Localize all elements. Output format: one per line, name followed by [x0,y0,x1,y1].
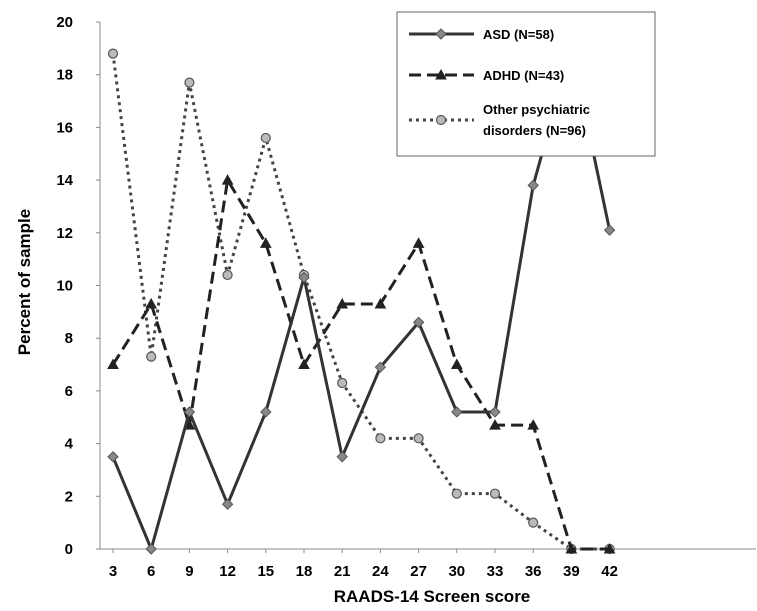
triangle-marker [374,297,387,309]
diamond-marker [374,361,387,373]
x-tick-label: 24 [372,563,389,580]
diamond-marker [435,28,447,40]
diamond-marker [527,179,539,192]
circle-marker [184,77,195,88]
triangle-marker [145,297,158,309]
y-tick-label: 0 [65,541,73,558]
x-tick-labels: 3 6 9 12 15 18 21 24 27 30 33 36 39 42 [109,549,618,580]
series-line [111,46,612,551]
legend-label: ADHD (N=43) [483,68,564,83]
x-tick-label: 42 [601,563,618,580]
diamond-marker [489,406,501,418]
circle-marker [528,517,539,528]
series-layer [107,42,616,555]
legend-item: Other psychiatric disorders (N=96) [409,102,590,138]
x-tick-label: 36 [525,563,542,580]
diamond-marker [183,406,196,418]
circle-marker [451,488,462,499]
x-tick-label: 15 [257,563,274,580]
triangle-marker [221,174,234,185]
x-tick-label: 30 [448,563,465,580]
circle-marker [489,488,501,499]
series-triangle [107,174,616,554]
circle-marker [146,351,157,362]
x-tick-label: 33 [487,563,504,580]
triangle-marker [298,358,310,370]
diamond-marker [260,406,272,418]
triangle-marker [336,297,349,309]
circle-marker [107,48,119,59]
y-tick-label: 4 [65,436,74,453]
x-tick-label: 12 [219,563,236,580]
triangle-marker [565,542,578,554]
diamond-marker [221,498,234,510]
legend-label: disorders (N=96) [483,123,586,138]
diamond-marker [107,451,119,463]
triangle-marker [107,358,119,370]
triangle-marker [259,237,272,248]
legend-item: ADHD (N=43) [409,68,564,83]
y-tick-label: 20 [56,14,73,31]
x-tick-label: 3 [109,563,117,580]
circle-marker [222,269,233,281]
x-tick-label: 18 [296,563,313,580]
triangle-marker [412,237,425,248]
x-tick-label: 9 [185,563,193,580]
series-line [111,178,610,551]
y-tick-label: 18 [56,67,73,84]
triangle-marker [527,419,540,430]
y-tick-label: 2 [65,488,73,505]
y-tick-label: 10 [56,278,73,295]
circle-marker [337,377,348,389]
y-tick-label: 14 [56,172,73,189]
diamond-marker [412,316,425,329]
diamond-marker [451,406,463,418]
y-axis-title: Percent of sample [15,209,34,355]
circle-marker [435,114,447,126]
x-tick-label: 21 [334,563,351,580]
circle-marker [260,132,271,144]
y-tick-label: 12 [56,225,73,242]
series-line [111,53,610,551]
x-tick-label: 6 [147,563,155,580]
x-axis-title: RAADS-14 Screen score [334,587,531,606]
legend: ASD (N=58) ADHD (N=43) Other psychiatric di… [396,11,656,157]
y-tick-label: 6 [65,383,73,400]
circle-marker [375,433,386,444]
legend-label: Other psychiatric [483,102,590,117]
x-tick-label: 27 [410,563,427,580]
legend-label: ASD (N=58) [483,27,554,42]
x-tick-label: 39 [563,563,580,580]
diamond-marker [145,543,157,555]
y-tick-labels: 0 2 4 6 8 10 12 14 16 18 20 [56,14,100,558]
circle-marker [413,433,424,444]
series-circle [107,48,615,555]
triangle-marker [450,358,463,370]
diamond-marker [336,451,348,463]
triangle-marker [435,68,447,80]
diamond-marker [603,224,616,236]
y-tick-label: 8 [65,330,73,347]
y-tick-label: 16 [56,119,73,136]
legend-item: ASD (N=58) [409,27,554,42]
diamond-marker [298,271,310,284]
triangle-marker [603,542,616,554]
triangle-marker [489,419,501,430]
